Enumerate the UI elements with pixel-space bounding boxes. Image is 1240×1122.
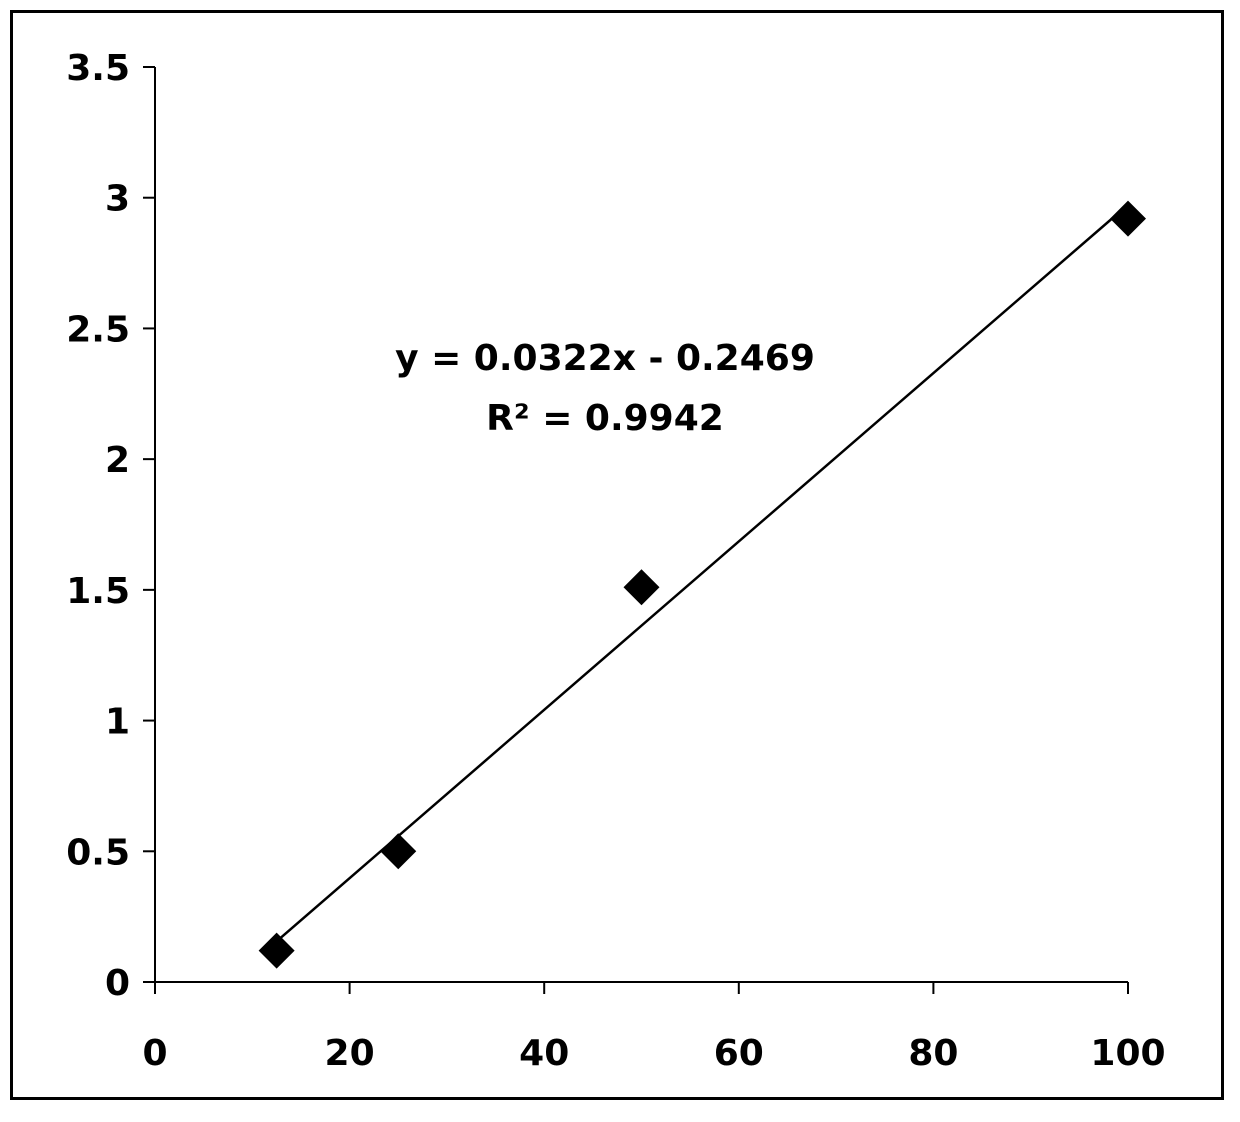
x-tick-label: 100 bbox=[1090, 1033, 1165, 1074]
x-tick-label: 60 bbox=[714, 1033, 764, 1074]
data-point-marker bbox=[380, 833, 416, 869]
trendline-group bbox=[277, 205, 1128, 942]
trendline bbox=[277, 205, 1128, 942]
y-tick-label: 1.5 bbox=[66, 571, 130, 612]
x-tick-label: 40 bbox=[519, 1033, 569, 1074]
y-tick-label: 0 bbox=[105, 963, 130, 1004]
y-tick-label: 0.5 bbox=[66, 832, 130, 873]
data-point-marker bbox=[624, 569, 660, 605]
x-tick-label: 20 bbox=[325, 1033, 375, 1074]
y-axis-ticks: 0 0.5 1 1.5 2 2.5 3 3.5 bbox=[66, 48, 155, 1004]
x-axis-ticks: 0 20 40 60 80 100 bbox=[142, 982, 1165, 1074]
data-point-marker bbox=[259, 933, 295, 969]
y-tick-label: 1 bbox=[105, 702, 130, 743]
trendline-equation: y = 0.0322x - 0.2469 bbox=[395, 338, 815, 379]
y-tick-label: 3 bbox=[105, 179, 130, 220]
r-squared-label: R² = 0.9942 bbox=[486, 398, 724, 439]
y-tick-label: 2 bbox=[105, 440, 130, 481]
y-tick-label: 3.5 bbox=[66, 48, 130, 89]
x-tick-label: 0 bbox=[142, 1033, 167, 1074]
y-tick-label: 2.5 bbox=[66, 309, 130, 350]
data-point-marker bbox=[1110, 201, 1146, 237]
data-points bbox=[259, 201, 1146, 969]
x-tick-label: 80 bbox=[908, 1033, 958, 1074]
axes bbox=[155, 67, 1128, 982]
